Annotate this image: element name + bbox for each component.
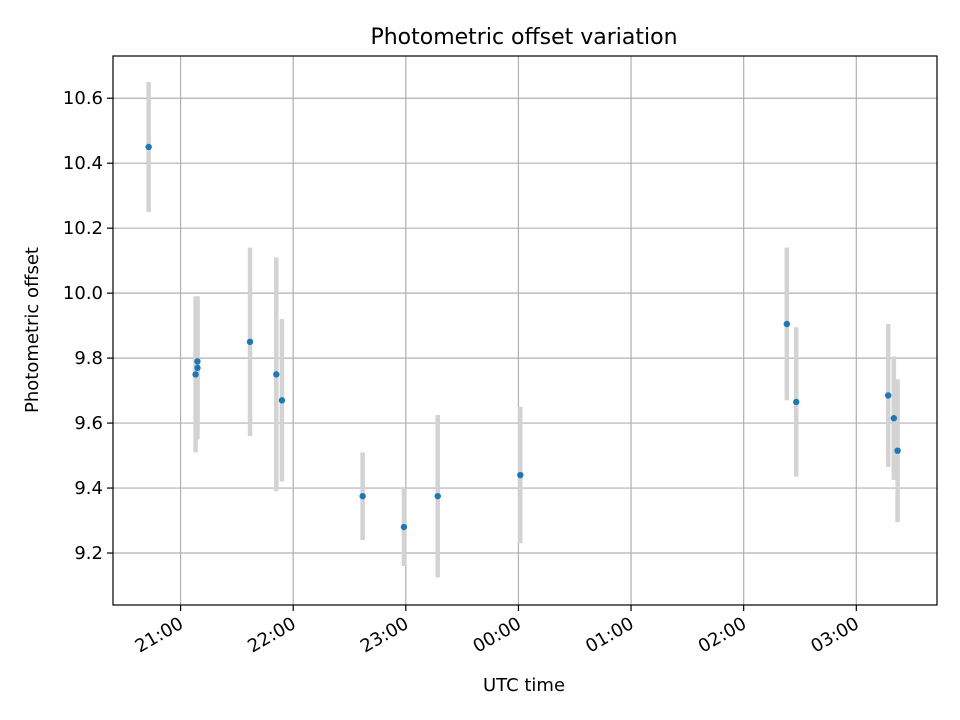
error-bars [146,81,900,578]
data-point [192,371,199,378]
y-tick-label: 9.2 [74,543,103,564]
x-tick-label: 02:00 [695,613,750,657]
x-tick-label: 22:00 [244,613,299,657]
data-point [434,492,441,500]
data-point [793,398,800,406]
y-axis-ticks: 9.2 9.4 9.6 9.8 10.0 10.2 10.4 10.6 [63,88,113,564]
y-tick-label: 9.6 [74,413,103,434]
y-tick-label: 10.6 [63,88,103,109]
data-point [194,364,201,372]
y-tick-label: 10.0 [63,283,103,304]
x-axis-label: UTC time [483,675,565,696]
data-point [884,392,892,399]
x-tick-label: 01:00 [582,613,637,657]
y-tick-label: 10.4 [63,153,103,174]
x-tick-label: 03:00 [807,613,862,657]
x-tick-label: 21:00 [132,613,187,657]
data-points [145,143,901,531]
data-point [273,371,280,378]
plot-frame [112,55,938,606]
data-point [194,358,201,365]
data-point [517,471,524,479]
data-point [145,143,152,151]
y-tick-label: 9.8 [74,348,103,369]
data-point [359,492,366,500]
y-axis-label: Photometric offset [22,247,43,413]
data-point [278,397,286,404]
data-point [783,320,791,328]
data-point [894,447,901,454]
x-tick-label: 23:00 [357,613,412,657]
y-tick-label: 10.2 [63,218,103,239]
x-tick-label: 00:00 [470,613,525,657]
y-tick-label: 9.4 [74,478,103,499]
data-point [400,523,408,531]
chart-title: Photometric offset variation [370,25,677,50]
x-axis-ticks: 21:00 22:00 23:00 00:00 01:00 02:00 03:00 [132,605,863,657]
data-point [246,338,254,346]
grid [113,56,937,605]
data-point [890,415,898,422]
